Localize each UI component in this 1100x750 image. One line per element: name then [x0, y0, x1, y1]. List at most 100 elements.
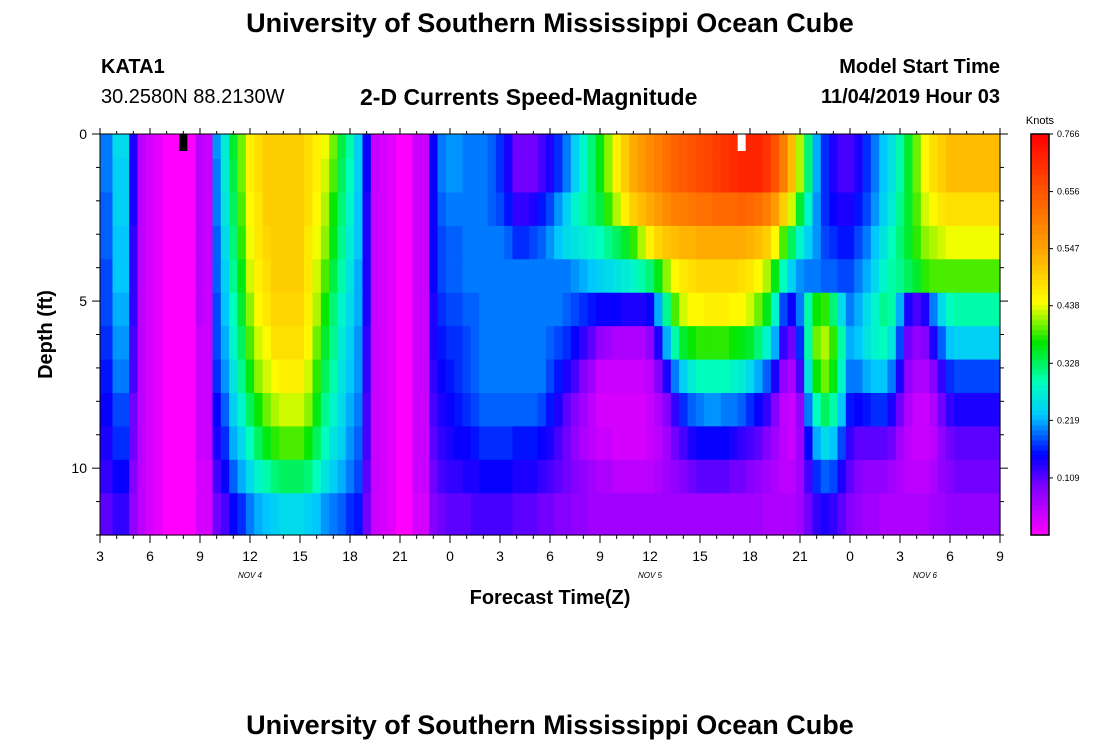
colorbar-segment	[1031, 299, 1049, 306]
heatmap-cell	[429, 359, 439, 394]
heatmap-cell	[529, 259, 539, 294]
heatmap-cell	[854, 392, 864, 427]
heatmap-cell	[870, 359, 880, 394]
heatmap-cell	[237, 192, 247, 227]
heatmap-cell	[779, 225, 789, 260]
heatmap-cell	[754, 426, 764, 461]
heatmap-cell	[870, 493, 880, 536]
heatmap-cell	[404, 259, 414, 294]
heatmap-cell	[104, 426, 114, 461]
heatmap-cell	[145, 259, 155, 294]
heatmap-cell	[937, 292, 947, 327]
heatmap-cell	[745, 493, 755, 536]
heatmap-cell	[804, 359, 814, 394]
heatmap-cell	[920, 225, 930, 260]
heatmap-cell	[179, 392, 189, 427]
heatmap-cell	[329, 459, 339, 494]
heatmap-cell	[820, 493, 830, 536]
heatmap-cell	[529, 493, 539, 536]
heatmap-cell	[154, 426, 164, 461]
heatmap-cell	[237, 259, 247, 294]
heatmap-cell	[229, 493, 239, 536]
heatmap-cell	[229, 459, 239, 494]
heatmap-cell	[362, 192, 372, 227]
heatmap-cell	[662, 326, 672, 361]
x-tick-label: 0	[446, 548, 454, 564]
heatmap-cell	[529, 426, 539, 461]
heatmap-cell	[329, 493, 339, 536]
heatmap-cell	[479, 192, 489, 227]
heatmap-cell	[629, 493, 639, 536]
x-axis-label: Forecast Time(Z)	[470, 587, 631, 609]
heatmap-cell	[570, 259, 580, 294]
heatmap-cell	[787, 134, 797, 160]
heatmap-cell	[562, 326, 572, 361]
heatmap-cell	[287, 192, 297, 227]
colorbar: 0.766 0.656 0.547 0.438 0.328 0.219 0.109	[1030, 129, 1080, 536]
heatmap-cell	[354, 192, 364, 227]
heatmap-cell	[945, 426, 955, 461]
heatmap-cell	[362, 326, 372, 361]
heatmap-cell	[279, 392, 289, 427]
heatmap-cell	[145, 459, 155, 494]
heatmap-cell	[170, 459, 180, 494]
heatmap-cell	[345, 392, 355, 427]
colorbar-segment	[1031, 144, 1049, 150]
heatmap-cell	[945, 225, 955, 260]
heatmap-cell	[179, 192, 189, 227]
heatmap-cell	[204, 134, 214, 160]
heatmap-cell	[537, 259, 547, 294]
heatmap-cell	[154, 459, 164, 494]
heatmap-cell	[620, 359, 630, 394]
heatmap-cell	[245, 493, 255, 536]
heatmap-cell	[962, 134, 972, 160]
heatmap-cell	[979, 259, 989, 294]
heatmap-cell	[354, 225, 364, 260]
heatmap-cell	[345, 292, 355, 327]
heatmap-cell	[787, 426, 797, 461]
heatmap-cell	[254, 134, 264, 160]
heatmap-cell	[795, 259, 805, 294]
heatmap-cell	[504, 426, 514, 461]
heatmap-cell	[720, 493, 730, 536]
heatmap-cell	[737, 426, 747, 461]
heatmap-cell	[420, 225, 430, 260]
heatmap-cell	[737, 359, 747, 394]
heatmap-cell	[812, 159, 822, 194]
heatmap-cell	[354, 493, 364, 536]
colorbar-segment	[1031, 224, 1049, 230]
heatmap-cell	[704, 359, 714, 394]
heatmap-cell	[512, 426, 522, 461]
heatmap-cell	[737, 259, 747, 294]
heatmap-cell	[395, 426, 405, 461]
heatmap-cell	[987, 493, 1001, 536]
colorbar-segment	[1031, 294, 1049, 301]
heatmap-cell	[887, 426, 897, 461]
heatmap-cell	[687, 326, 697, 361]
heatmap-cell	[479, 459, 489, 494]
heatmap-cell	[154, 292, 164, 327]
heatmap-cell	[220, 493, 230, 536]
heatmap-cell	[387, 225, 397, 260]
heatmap-cell	[837, 326, 847, 361]
heatmap-cell	[787, 493, 797, 536]
heatmap-cell	[770, 459, 780, 494]
heatmap-cell	[829, 159, 839, 194]
heatmap-cell	[295, 426, 305, 461]
heatmap-cell	[529, 326, 539, 361]
colorbar-segment	[1031, 179, 1049, 185]
heatmap-cell	[220, 259, 230, 294]
heatmap-cell	[837, 392, 847, 427]
heatmap-cell	[437, 259, 447, 294]
heatmap-cell	[845, 292, 855, 327]
heatmap-cell	[562, 159, 572, 194]
heatmap-cell	[445, 292, 455, 327]
heatmap-cell	[504, 326, 514, 361]
heatmap-cell	[570, 225, 580, 260]
heatmap-cell	[195, 259, 205, 294]
heatmap-cell	[837, 493, 847, 536]
colorbar-segment	[1031, 319, 1049, 326]
heatmap-cell	[529, 192, 539, 227]
heatmap-cell	[954, 459, 964, 494]
heatmap-cell	[687, 392, 697, 427]
